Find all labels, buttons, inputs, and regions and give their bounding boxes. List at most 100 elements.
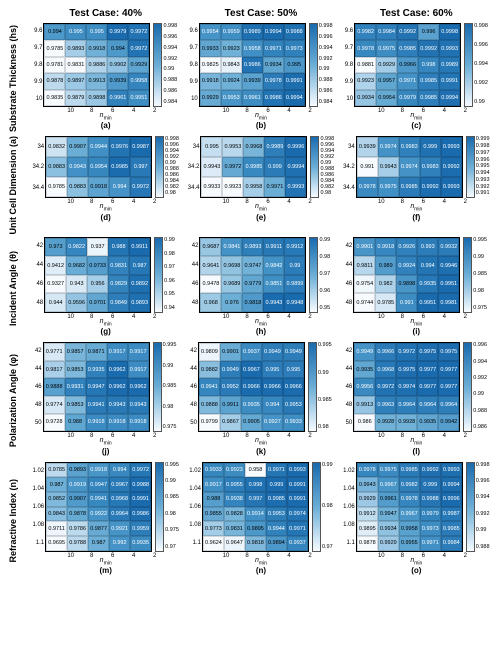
colorbar-ticks: 0.9950.990.9850.980.9750.97: [164, 462, 179, 550]
heatmap-cell: 0.9947: [378, 507, 399, 522]
heatmap-cell: 0.9935: [417, 275, 438, 294]
heatmap-cell: 0.9975: [378, 177, 399, 197]
heatmap-cell: 0.9977: [417, 361, 438, 379]
heatmap-cell: 0.9967: [109, 477, 130, 492]
heatmap: 0.99010.99180.99260.9930.99320.98110.989…: [353, 237, 460, 313]
y-ticks: 9.69.79.89.910: [34, 23, 43, 107]
heatmap-cell: 0.9967: [399, 507, 420, 522]
heatmap-cell: 0.9943: [107, 396, 128, 414]
heatmap-cell: 0.9898: [86, 90, 107, 106]
heatmap-cell: 0.9976: [109, 137, 130, 157]
heatmap-cell: 0.9822: [66, 238, 87, 257]
heatmap-cell: 0.9971: [263, 40, 284, 56]
heatmap-cell: 0.9961: [242, 90, 263, 106]
heatmap-cell: 0.9883: [67, 177, 88, 197]
heatmap-cell: 0.9954: [88, 157, 109, 177]
heatmap-cell: 0.9849: [108, 293, 129, 312]
colorbar-ticks: 0.9960.9940.9920.990.9880.986: [472, 342, 487, 430]
heatmap-panel: 42444648500.98090.99010.99370.99490.9949…: [185, 342, 336, 459]
column-header: Test Case: 60%: [341, 8, 492, 21]
heatmap-cell: 0.9857: [65, 343, 86, 361]
panel-letter: (k): [256, 447, 266, 456]
heatmap-cell: 0.9928: [396, 414, 417, 432]
heatmap-cell: 0.9972: [130, 177, 151, 197]
colorbar-ticks: 0.9980.9960.9940.9920.99: [473, 23, 488, 105]
heatmap-cell: 0.9985: [418, 73, 439, 89]
heatmap-cell: 0.9939: [107, 73, 128, 89]
heatmap-cell: 0.9942: [438, 414, 459, 432]
heatmap-cell: 0.9913: [354, 396, 375, 414]
heatmap-cell: 0.9924: [396, 256, 417, 275]
heatmap-cell: 0.9809: [199, 343, 220, 361]
heatmap-cell: 0.9831: [108, 256, 129, 275]
heatmap: 0.98320.99070.99440.99760.99870.98830.99…: [45, 136, 152, 198]
heatmap-cell: 0.9918: [107, 414, 128, 432]
heatmap-cell: 0.9912: [357, 507, 378, 522]
heatmap-cell: 0.9968: [109, 492, 130, 507]
heatmap-cell: 0.9991: [439, 73, 460, 89]
x-ticks: 108642: [215, 108, 320, 114]
heatmap-cell: 0.9701: [87, 293, 108, 312]
heatmap-cell: 0.999: [264, 157, 285, 177]
heatmap-cell: 0.9955: [399, 536, 420, 551]
heatmap-cell: 0.9842: [263, 256, 284, 275]
heatmap-cell: 0.994: [107, 40, 128, 56]
heatmap-cell: 0.9774: [44, 396, 65, 414]
heatmap-cell: 0.992: [109, 536, 130, 551]
heatmap-cell: 0.9961: [378, 492, 399, 507]
x-ticks: 108642: [215, 199, 320, 205]
x-axis-label: nmin: [100, 557, 112, 566]
heatmap-cell: 0.9964: [438, 396, 459, 414]
heatmap-cell: 0.9966: [283, 378, 304, 396]
heatmap-cell: 0.9929: [378, 536, 399, 551]
heatmap-cell: 0.9907: [67, 137, 88, 157]
heatmap-cell: 0.9978: [357, 463, 378, 478]
heatmap-cell: 0.9953: [222, 137, 243, 157]
heatmap-cell: 0.995: [65, 24, 86, 40]
y-ticks: 42444648: [192, 237, 200, 313]
heatmap-cell: 0.9949: [262, 343, 283, 361]
heatmap-cell: 0.976: [221, 293, 242, 312]
x-axis-label: nmin: [100, 437, 112, 446]
panel-letter: (h): [256, 327, 266, 336]
heatmap-cell: 0.9895: [357, 521, 378, 536]
heatmap-cell: 0.9962: [107, 361, 128, 379]
heatmap: 0.9730.98220.9370.9880.99110.94120.96820…: [44, 237, 151, 313]
heatmap-cell: 0.994: [417, 256, 438, 275]
heatmap-cell: 0.9988: [420, 492, 441, 507]
heatmap-cell: 0.9987: [130, 137, 151, 157]
heatmap-cell: 0.9744: [354, 293, 375, 312]
heatmap-cell: 0.997: [130, 157, 151, 177]
heatmap-cell: 0.9991: [287, 477, 308, 492]
heatmap-cell: 0.9917: [107, 343, 128, 361]
heatmap-cell: 0.9878: [44, 73, 65, 89]
heatmap-cell: 0.9989: [439, 57, 460, 73]
heatmap-cell: 0.9972: [130, 463, 151, 478]
panel-letter: (m): [99, 566, 111, 575]
heatmap-cell: 0.9828: [224, 507, 245, 522]
heatmap-cell: 0.9931: [65, 378, 86, 396]
heatmap-cell: 0.9927: [262, 414, 283, 432]
heatmap-panel: 424446480.9730.98220.9370.9880.99110.941…: [30, 237, 181, 340]
x-axis-label: nmin: [255, 318, 267, 327]
heatmap-cell: 0.9977: [417, 378, 438, 396]
colorbar-ticks: 0.9980.9960.9940.9920.990.988: [475, 462, 490, 550]
heatmap-panel: 9.69.79.89.9100.99540.99590.99890.99940.…: [185, 23, 336, 134]
heatmap-cell: 0.9879: [65, 90, 86, 106]
x-ticks: 108642: [60, 433, 165, 439]
heatmap-cell: 0.9852: [46, 492, 67, 507]
heatmap-cell: 0.986: [354, 414, 375, 432]
heatmap-cell: 0.9993: [439, 40, 460, 56]
panel-letter: (i): [413, 327, 421, 336]
heatmap-cell: 0.9754: [354, 275, 375, 294]
heatmap-cell: 0.9994: [263, 24, 284, 40]
x-axis-label: nmin: [100, 318, 112, 327]
colorbar: 0.990.980.97: [312, 462, 333, 552]
heatmap-cell: 0.9897: [65, 73, 86, 89]
heatmap-cell: 0.9974: [287, 507, 308, 522]
heatmap-cell: 0.9773: [203, 521, 224, 536]
heatmap-cell: 0.999: [266, 477, 287, 492]
heatmap-cell: 0.9811: [354, 256, 375, 275]
heatmap-cell: 0.9918: [128, 414, 149, 432]
heatmap-cell: 0.968: [200, 293, 221, 312]
